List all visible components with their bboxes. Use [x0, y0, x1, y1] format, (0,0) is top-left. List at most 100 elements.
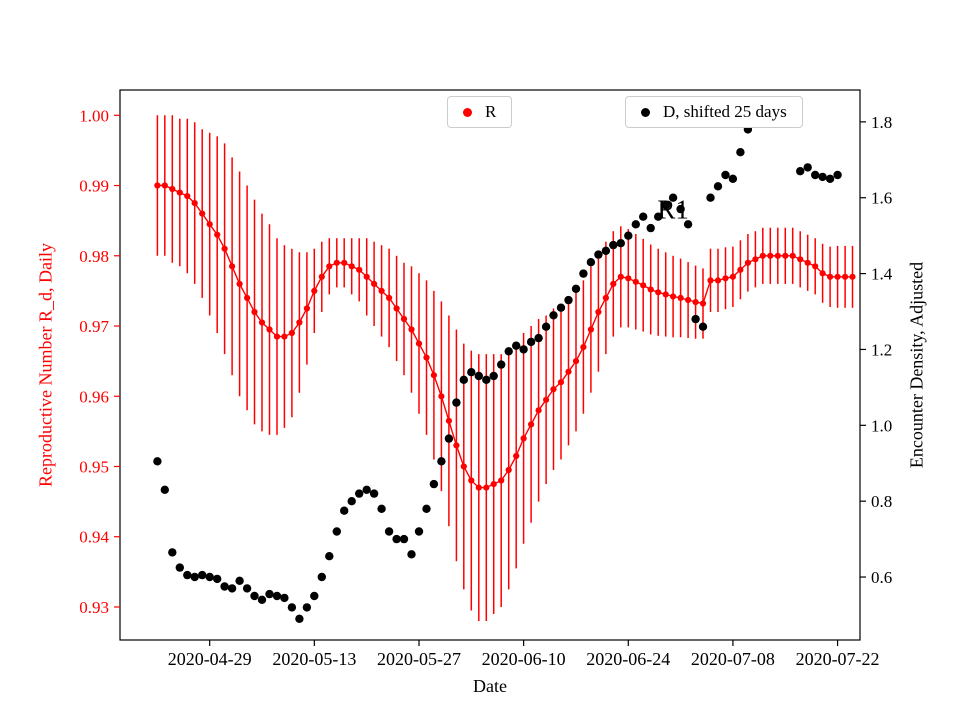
r-point — [557, 379, 565, 386]
r-point — [647, 286, 654, 293]
d-point — [452, 398, 461, 407]
d-point — [399, 534, 409, 544]
d-point — [175, 563, 184, 572]
r-point — [767, 252, 774, 259]
r-point — [475, 484, 482, 491]
r-point — [288, 329, 295, 337]
d-marker-icon — [641, 107, 650, 117]
r-point — [258, 319, 266, 326]
d-point — [534, 333, 543, 343]
d-point — [818, 172, 827, 182]
d-point — [227, 584, 237, 593]
d-point — [504, 347, 513, 356]
d-point — [519, 345, 528, 354]
left-tick-label: 0.97 — [79, 317, 109, 336]
r-point — [191, 200, 198, 207]
annotation-r1: R1 — [657, 194, 689, 225]
r-point — [617, 273, 624, 280]
right-axis-label: Encounter Density, Adjusted — [906, 261, 927, 469]
d-point — [444, 434, 454, 443]
r-point — [812, 263, 819, 270]
d-point — [295, 614, 304, 623]
d-point — [325, 552, 334, 561]
r-point — [408, 326, 415, 333]
d-point — [721, 170, 730, 180]
d-point — [340, 506, 349, 515]
right-tick-label: 1.6 — [871, 189, 892, 208]
right-tick-label: 1.0 — [871, 416, 892, 435]
left-tick-label: 0.98 — [79, 247, 109, 266]
d-point — [302, 603, 312, 612]
d-point — [332, 527, 341, 536]
d-point — [220, 582, 229, 591]
d-point — [676, 204, 685, 214]
r-point — [184, 193, 191, 200]
r-point — [169, 185, 176, 193]
r-point — [378, 287, 385, 294]
r-point — [602, 294, 610, 301]
r-point — [356, 266, 363, 273]
r-point — [303, 305, 310, 312]
r-point — [692, 299, 699, 306]
r-point — [438, 393, 445, 400]
r-point — [699, 300, 707, 307]
d-point — [257, 595, 267, 604]
d-point — [646, 223, 655, 233]
left-tick-label: 0.93 — [79, 598, 109, 617]
r-point — [176, 189, 183, 196]
r-point — [685, 296, 692, 304]
d-point — [310, 591, 319, 601]
d-point — [654, 212, 663, 221]
d-point — [616, 239, 625, 248]
r-point — [520, 435, 527, 442]
r-point — [827, 273, 834, 280]
r-point — [490, 481, 497, 488]
r-point — [752, 256, 759, 263]
d-point — [347, 497, 356, 506]
left-tick-label: 1.00 — [79, 106, 109, 125]
d-point — [190, 572, 199, 582]
r-point — [221, 245, 228, 252]
r-point — [296, 319, 303, 326]
d-point — [474, 371, 483, 381]
r-error-bars — [156, 115, 854, 621]
left-tick-label: 0.99 — [79, 177, 109, 196]
r-point — [341, 259, 348, 266]
r-point — [460, 463, 467, 470]
r-point — [318, 273, 325, 280]
d-point — [556, 303, 566, 312]
d-point — [706, 193, 715, 202]
r-point — [363, 273, 370, 280]
d-point — [362, 485, 371, 494]
r-point — [206, 221, 213, 228]
r-point — [632, 278, 639, 285]
r-point — [229, 263, 236, 270]
d-point — [624, 231, 633, 240]
r-marker-icon — [463, 107, 472, 117]
r-point — [505, 466, 512, 474]
legend-r: R — [447, 96, 513, 128]
d-point — [183, 570, 192, 580]
r-point — [782, 252, 789, 259]
d-point — [384, 527, 394, 536]
r-point — [625, 275, 632, 282]
d-point — [407, 550, 416, 559]
r-point — [266, 326, 273, 333]
d-point — [736, 148, 745, 157]
r-point — [759, 252, 766, 259]
d-point — [713, 182, 723, 191]
r-series-points — [154, 182, 856, 491]
r-point — [445, 417, 452, 424]
d-point — [526, 337, 536, 347]
d-point — [497, 360, 506, 369]
r-point — [834, 273, 841, 280]
r-point — [348, 263, 355, 270]
r-point — [550, 386, 557, 393]
d-point — [265, 589, 274, 599]
r-point — [400, 315, 408, 323]
r-point — [535, 407, 542, 414]
right-tick-label: 1.4 — [871, 265, 893, 284]
r-point — [154, 182, 161, 189]
